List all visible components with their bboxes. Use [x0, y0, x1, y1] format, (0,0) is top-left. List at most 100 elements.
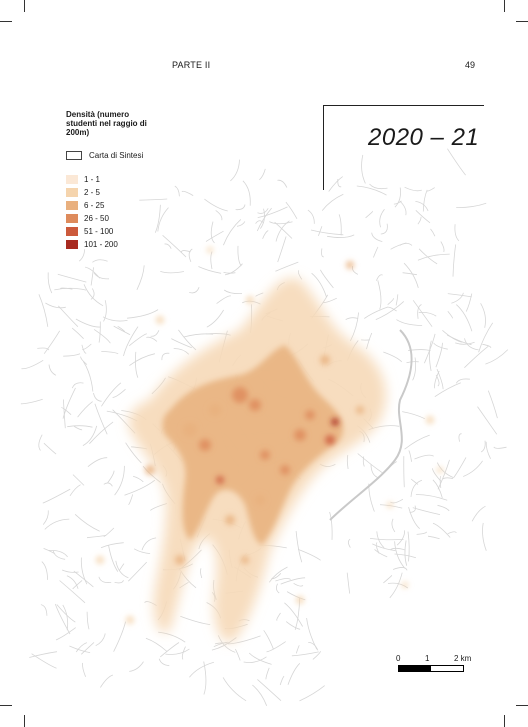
road-segment	[393, 200, 402, 205]
running-header-section: PARTE II	[172, 60, 211, 70]
road-segment	[321, 248, 324, 258]
road-segment	[379, 209, 385, 228]
road-segment	[63, 353, 81, 357]
density-hotspot	[232, 387, 248, 403]
road-segment	[38, 434, 43, 451]
density-hotspot	[280, 465, 290, 475]
scale-segment-black	[399, 666, 431, 671]
road-segment	[259, 168, 266, 181]
legend-item-label: 1 - 1	[84, 175, 101, 184]
road-segment	[158, 631, 186, 643]
density-hotspot	[255, 495, 265, 505]
road-segment	[126, 309, 159, 319]
road-segment	[434, 370, 440, 389]
title-frame	[323, 105, 484, 190]
road-segment	[274, 221, 293, 239]
road-segment	[485, 441, 491, 459]
road-segment	[52, 550, 66, 560]
road-segment	[447, 531, 457, 535]
density-hotspot	[175, 555, 185, 565]
road-segment	[430, 228, 436, 237]
road-segment	[128, 333, 147, 347]
road-segment	[62, 387, 76, 419]
road-segment	[150, 330, 160, 337]
road-segment	[321, 193, 344, 211]
road-segment	[436, 462, 454, 479]
density-mid-area	[162, 345, 344, 545]
road-segment	[465, 293, 473, 312]
road-segment	[210, 221, 215, 244]
road-segment	[280, 577, 306, 585]
legend-item-label: 26 - 50	[84, 214, 109, 223]
road-segment	[47, 272, 53, 294]
scale-label-2: 2 km	[454, 654, 472, 663]
road-segment	[150, 503, 168, 511]
road-segment	[31, 653, 57, 669]
road-segment	[434, 382, 461, 398]
road-segment	[75, 318, 101, 328]
road-segment	[103, 300, 107, 322]
density-hotspot	[402, 582, 408, 588]
road-segment	[205, 333, 231, 336]
road-segment	[365, 210, 374, 219]
road-segment	[295, 531, 303, 563]
road-segment	[200, 568, 203, 579]
road-segment	[43, 548, 56, 555]
road-segment	[83, 284, 104, 307]
road-segment	[54, 287, 87, 291]
road-segment	[118, 563, 125, 572]
road-segment	[94, 403, 108, 435]
road-segment	[72, 580, 83, 590]
road-segment	[55, 627, 76, 641]
road-segment	[432, 522, 451, 538]
legend-swatch	[66, 201, 78, 210]
road-segment	[100, 674, 114, 688]
road-segment	[93, 392, 102, 402]
density-hotspot	[96, 556, 104, 564]
road-segment	[477, 406, 498, 435]
road-segment	[61, 569, 79, 573]
density-hotspot	[145, 465, 155, 475]
road-segment	[437, 459, 450, 490]
road-segment	[101, 351, 119, 355]
road-segment	[346, 454, 349, 470]
road-segment	[222, 677, 247, 702]
road-segment	[287, 663, 301, 685]
road-segment	[100, 542, 124, 549]
road-segment	[356, 185, 387, 196]
road-segment	[275, 261, 299, 272]
road-segment	[101, 382, 122, 407]
road-segment	[442, 329, 463, 343]
road-segment	[223, 219, 242, 246]
road-segment	[235, 204, 246, 211]
road-segment	[98, 576, 112, 583]
road-segment	[236, 221, 246, 227]
road-segment	[402, 272, 417, 276]
road-segment	[299, 685, 325, 702]
road-segment	[206, 309, 224, 328]
legend-item: 6 - 25	[66, 200, 156, 211]
legend-item-label: 2 - 5	[84, 188, 101, 197]
road-segment	[399, 200, 407, 216]
road-segment	[452, 244, 457, 277]
road-segment	[394, 541, 406, 569]
road-segment	[396, 530, 406, 546]
road-segment	[415, 201, 429, 212]
legend-item-label: 6 - 25	[84, 201, 105, 210]
road-segment	[320, 269, 334, 289]
road-segment	[369, 183, 388, 190]
road-segment	[323, 297, 337, 304]
road-segment	[86, 611, 90, 630]
road-segment	[132, 475, 144, 483]
road-segment	[416, 531, 428, 535]
road-segment	[262, 230, 269, 239]
road-segment	[404, 540, 408, 566]
river-line	[329, 329, 413, 521]
density-hotspot	[216, 476, 224, 484]
density-hotspot	[320, 355, 330, 365]
density-hotspot	[426, 416, 434, 424]
road-segment	[392, 567, 408, 571]
road-segment	[135, 351, 139, 378]
road-segment	[361, 154, 366, 184]
road-segment	[69, 484, 81, 497]
